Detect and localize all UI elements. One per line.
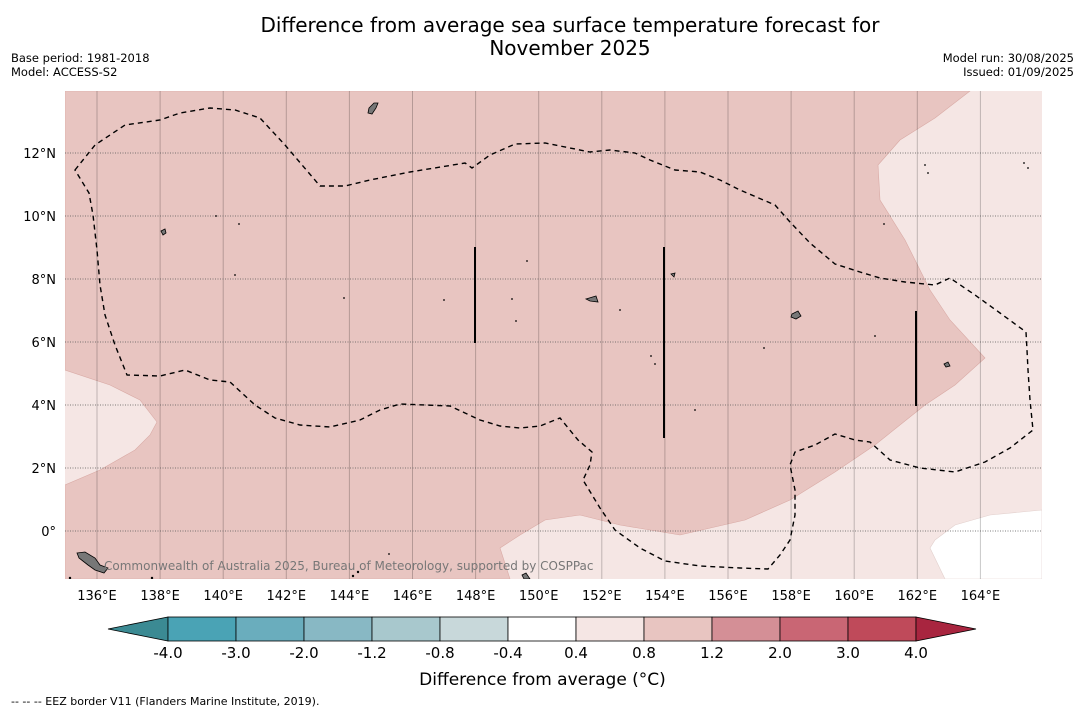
colorbar-swatch (371, 616, 441, 642)
colorbar-swatch (643, 616, 713, 642)
longitude-label: 140°E (203, 589, 243, 604)
model-info: Base period: 1981-2018 Model: ACCESS-S2 (11, 51, 150, 79)
map-title-line-1: Difference from average sea surface temp… (260, 13, 880, 37)
longitude-label: 136°E (77, 589, 117, 604)
longitude-label: 146°E (393, 589, 433, 604)
longitude-label: 156°E (708, 589, 748, 604)
latitude-label: 6°N (32, 336, 57, 351)
eez-footnote: -- -- -- EEZ border V11 (Flanders Marine… (11, 695, 320, 708)
colorbar-tick-label: 2.0 (768, 644, 792, 662)
longitude-label: 152°E (582, 589, 622, 604)
model-label: Model: ACCESS-S2 (11, 65, 118, 79)
colorbar-tick-label: -3.0 (221, 644, 250, 662)
island (367, 102, 379, 115)
latitude-label: 12°N (23, 147, 56, 162)
latitude-labels: 12°N 10°N 8°N 6°N 4°N 2°N 0° (23, 147, 56, 540)
longitude-label: 150°E (519, 589, 559, 604)
colorbar-tick-label: -0.8 (425, 644, 454, 662)
colorbar-swatch (711, 616, 781, 642)
copyright-watermark: Commonwealth of Australia 2025, Bureau o… (104, 559, 594, 573)
colorbar-tick-label: -2.0 (289, 644, 318, 662)
longitude-label: 160°E (834, 589, 874, 604)
longitude-label: 158°E (771, 589, 811, 604)
islands (76, 102, 951, 579)
colorbar-extend-high (915, 616, 977, 642)
colorbar-swatch (779, 616, 849, 642)
model-run-label: Model run: 30/08/2025 (942, 51, 1074, 65)
colorbar-tick-label: -4.0 (153, 644, 182, 662)
longitude-label: 142°E (267, 589, 307, 604)
colorbar (107, 616, 977, 642)
latitude-label: 8°N (32, 273, 57, 288)
latitude-label: 10°N (23, 210, 56, 225)
longitude-label: 162°E (898, 589, 938, 604)
island (670, 272, 676, 278)
colorbar-swatch (235, 616, 305, 642)
colorbar-swatch (507, 616, 577, 642)
island (584, 295, 599, 303)
island (521, 572, 531, 579)
run-info: Model run: 30/08/2025 Issued: 01/09/2025 (943, 51, 1074, 79)
longitude-label: 164°E (961, 589, 1001, 604)
latitude-label: 2°N (32, 462, 57, 477)
colorbar-tick-label: 4.0 (904, 644, 928, 662)
island (943, 361, 951, 368)
colorbar-swatch (167, 616, 237, 642)
eez-borders (74, 107, 1034, 570)
latitude-label: 0° (41, 525, 56, 540)
colorbar-tick-label: 3.0 (836, 644, 860, 662)
map-title: Difference from average sea surface temp… (170, 14, 970, 60)
island (160, 228, 167, 236)
boundary-segments (474, 247, 917, 438)
colorbar-swatch (847, 616, 917, 642)
longitude-label: 144°E (330, 589, 370, 604)
colorbar-tick-label: 1.2 (700, 644, 724, 662)
colorbar-tick-label: 0.8 (632, 644, 656, 662)
anomaly-neutral-region (929, 509, 1042, 579)
island-png (76, 551, 109, 574)
island (790, 310, 802, 320)
atoll-dots (68, 162, 1029, 579)
colorbar-tick-label: -1.2 (357, 644, 386, 662)
latitude-label: 4°N (32, 399, 57, 414)
anomaly-warm-region (65, 91, 986, 579)
colorbar-swatch (303, 616, 373, 642)
map-area: Commonwealth of Australia 2025, Bureau o… (65, 91, 1042, 579)
longitude-label: 154°E (645, 589, 685, 604)
eez-border-main (74, 107, 1034, 570)
colorbar-title: Difference from average (°C) (419, 670, 666, 690)
colorbar-tick-label: 0.4 (564, 644, 588, 662)
issued-label: Issued: 01/09/2025 (963, 65, 1074, 79)
longitude-label: 138°E (140, 589, 180, 604)
base-period-label: Base period: 1981-2018 (11, 51, 150, 65)
colorbar-tick-label: -0.4 (493, 644, 522, 662)
map-title-line-2: November 2025 (489, 36, 651, 60)
longitude-label: 148°E (456, 589, 496, 604)
colorbar-swatch (439, 616, 509, 642)
longitude-labels: 136°E 138°E 140°E 142°E 144°E 146°E 148°E 150°E… (77, 589, 1000, 604)
colorbar-swatch (575, 616, 645, 642)
colorbar-tick-labels: -4.0 -3.0 -2.0 -1.2 -0.8 -0.4 0.4 0.8 1.2 2.0 3.0 4… (153, 644, 928, 662)
colorbar-extend-low (107, 616, 169, 642)
